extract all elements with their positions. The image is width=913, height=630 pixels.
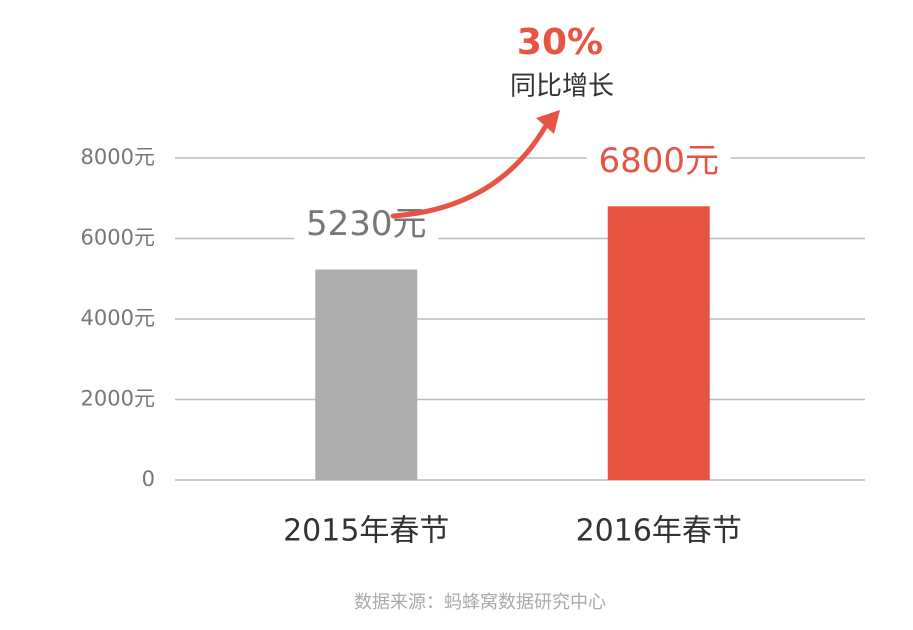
x-tick-label: 2016年春节 [576, 514, 742, 549]
value-label-bg [586, 142, 731, 183]
x-tick-label: 2015年春节 [283, 514, 449, 549]
annotation-value: 30% [517, 22, 603, 63]
y-tick-label: 6000元 [81, 226, 155, 250]
grid: 0 2000元 4000元 6000元 8000元 [81, 145, 865, 491]
bar [315, 269, 418, 480]
growth-arrow-head [536, 110, 560, 134]
value-label: 6800元 [598, 141, 719, 181]
growth-arrow [390, 119, 551, 219]
y-tick-label: 8000元 [81, 145, 155, 169]
source: 数据来源：蚂蜂窝数据研究中心 [354, 592, 606, 613]
marks: 2015年春节 5230元 2016年春节 6800元 [283, 141, 742, 549]
value-label: 5230元 [306, 204, 427, 244]
y-tick-label: 4000元 [81, 306, 155, 330]
bar [607, 206, 710, 481]
annotation-label: 同比增长 [510, 72, 614, 102]
y-tick-label: 0 [142, 467, 155, 491]
y-tick-label: 2000元 [81, 387, 155, 411]
